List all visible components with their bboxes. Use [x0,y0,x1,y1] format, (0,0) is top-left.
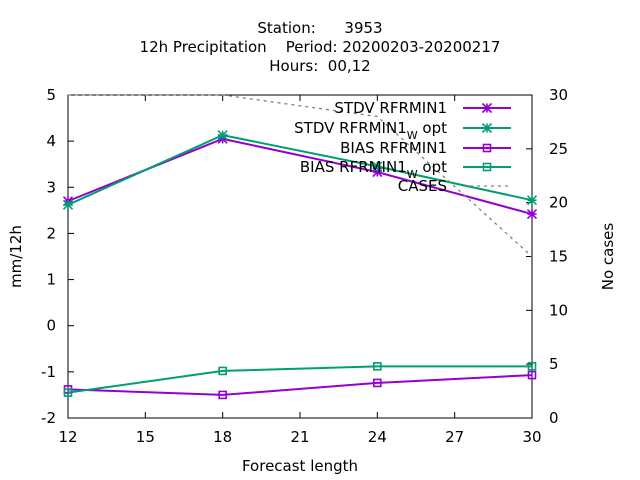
y2-axis-label: No cases [599,223,617,291]
y2-tick-label: 5 [549,355,559,373]
y-tick-label: -2 [41,409,56,427]
y-tick-label: 2 [46,224,56,242]
x-tick-label: 18 [213,428,232,446]
data-point [372,161,383,172]
cases-line [68,94,533,257]
y2-tick-label: 30 [549,86,568,104]
y2-tick-label: 20 [549,194,568,212]
x-tick-label: 15 [136,428,155,446]
data-point [217,130,228,141]
data-point [372,166,383,178]
y2-tick-label: 15 [549,248,568,266]
x-tick-label: 12 [58,428,77,446]
legend-marker [481,122,493,134]
legend-marker [482,143,492,153]
series-line [67,134,533,206]
data-point [526,208,538,220]
data-point [62,199,74,210]
chart-title-line: Hours: 00,12 [269,57,370,75]
y-axis-label: mm/12h [7,225,25,288]
legend-label: STDV RFRMIN1W opt [294,119,447,142]
series-group [62,94,538,400]
data-point [218,366,227,376]
data-point [527,362,537,371]
x-tick-label: 24 [368,428,387,446]
series [63,362,537,397]
data-point [526,195,538,206]
series-line [67,365,532,394]
chart-title-line: 12h Precipitation Period: 20200203-20200… [140,38,501,56]
chart-title-line: Station: 3953 [257,19,382,37]
x-tick-label: 21 [290,428,309,446]
y-tick-label: 5 [46,86,56,104]
series [68,94,533,257]
data-point [373,378,382,388]
legend-label: STDV RFRMIN1 [334,99,447,117]
series [62,130,538,210]
legend-label: CASES [398,177,447,195]
legend-label: BIAS RFRMIN1 [340,139,447,157]
legend-marker [481,102,493,114]
y2-tick-label: 25 [549,140,568,158]
y-tick-label: 0 [46,317,56,335]
y-tick-label: 3 [46,178,56,196]
data-point [527,370,537,380]
y-tick-label: 1 [46,271,56,289]
series-line [67,374,533,396]
y-tick-label: 4 [46,132,56,150]
data-point [373,362,382,371]
data-point [218,390,227,400]
x-tick-label: 30 [522,428,541,446]
y2-tick-label: 10 [549,301,568,319]
y2-tick-label: 0 [549,409,559,427]
x-tick-label: 27 [445,428,464,446]
data-point [63,388,73,397]
series [63,370,537,400]
legend-label: BIAS RFRMIN1W opt [300,158,447,181]
y-tick-label: -1 [41,363,56,381]
x-axis-label: Forecast length [242,457,358,475]
legend-marker [482,162,492,172]
series [62,133,538,220]
